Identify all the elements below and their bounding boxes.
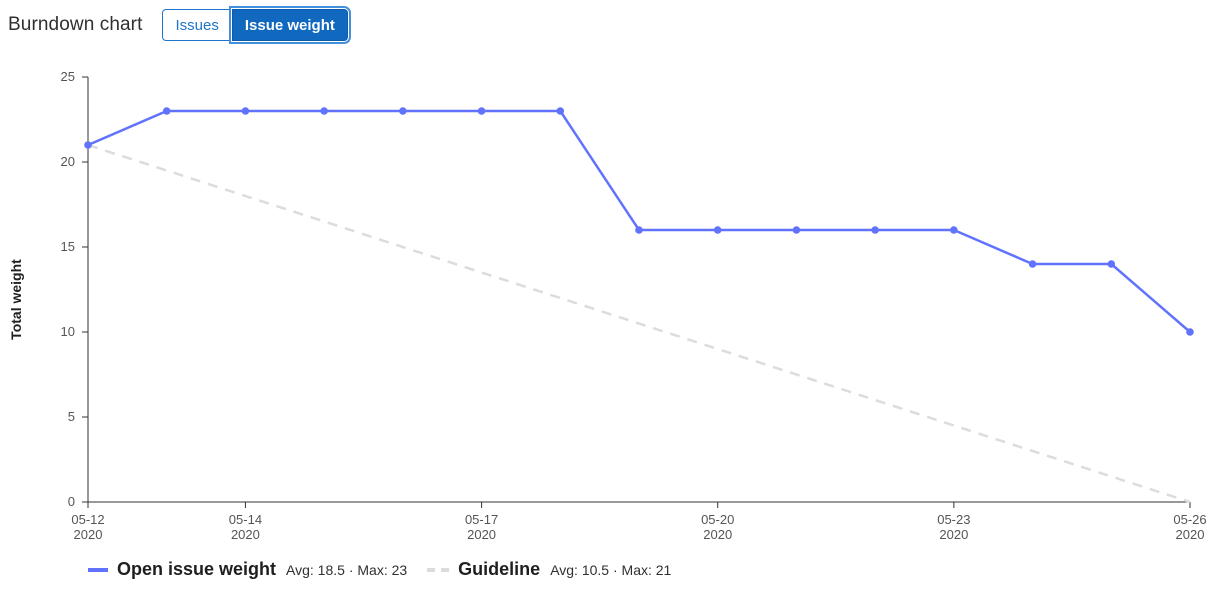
legend-swatch-solid (88, 567, 108, 572)
data-point (871, 226, 879, 234)
x-tick-year-label: 2020 (1176, 527, 1205, 542)
y-tick-label: 10 (61, 324, 75, 339)
guideline-series-line (87, 143, 1191, 504)
chart-legend: Open issue weight Avg: 18.5 · Max: 23 Gu… (88, 559, 691, 580)
data-point (162, 107, 171, 115)
data-point (1028, 260, 1037, 268)
y-tick-label: 5 (68, 409, 75, 424)
data-point (84, 141, 92, 149)
data-point (241, 107, 250, 115)
x-tick-year-label: 2020 (467, 527, 496, 542)
chart-header: Burndown chart Issues Issue weight (8, 8, 348, 42)
legend-swatch-dashed (427, 567, 450, 572)
y-axis-title: Total weight (8, 259, 24, 340)
series-layer (84, 107, 1194, 336)
data-point (950, 226, 958, 234)
y-tick-label: 20 (61, 154, 75, 169)
x-tick-year-label: 2020 (74, 527, 103, 542)
page-title: Burndown chart (8, 14, 143, 35)
guideline-layer (87, 143, 1191, 504)
x-tick-year-label: 2020 (939, 527, 968, 542)
legend-series-stats: Avg: 18.5 · Max: 23 (286, 561, 408, 578)
data-point (477, 107, 486, 115)
x-tick-year-label: 2020 (703, 527, 732, 542)
y-tick-label: 0 (68, 494, 75, 509)
y-tick-label: 25 (61, 69, 75, 84)
legend-series-name: Open issue weight (117, 559, 277, 579)
x-tick-label: 05-14 (229, 512, 262, 527)
tab-issue-weight[interactable]: Issue weight (231, 9, 348, 41)
x-tick-year-label: 2020 (231, 527, 260, 542)
x-tick-label: 05-26 (1173, 512, 1206, 527)
y-tick-label: 15 (61, 239, 75, 254)
legend-series-stats: Avg: 10.5 · Max: 21 (550, 561, 672, 578)
chart-axes: 051015202505-12202005-14202005-17202005-… (61, 69, 1207, 542)
data-point (1186, 328, 1194, 336)
data-point (1107, 260, 1116, 268)
open-issue-weight-series-line (87, 109, 1191, 333)
legend-series-name: Guideline (458, 559, 541, 579)
data-point (713, 226, 722, 234)
data-point (792, 226, 801, 234)
legend-item-guideline[interactable]: Guideline Avg: 10.5 · Max: 21 (427, 559, 671, 580)
x-tick-label: 05-23 (937, 512, 970, 527)
tab-issues[interactable]: Issues (162, 9, 232, 41)
legend-item-open-issue-weight[interactable]: Open issue weight Avg: 18.5 · Max: 23 (88, 559, 407, 580)
metric-toggle: Issues Issue weight (162, 9, 348, 41)
x-tick-label: 05-20 (701, 512, 734, 527)
data-point (556, 107, 565, 115)
data-point (635, 226, 643, 234)
x-tick-label: 05-17 (465, 512, 498, 527)
data-point (399, 107, 407, 115)
data-point (320, 107, 328, 115)
x-tick-label: 05-12 (71, 512, 104, 527)
